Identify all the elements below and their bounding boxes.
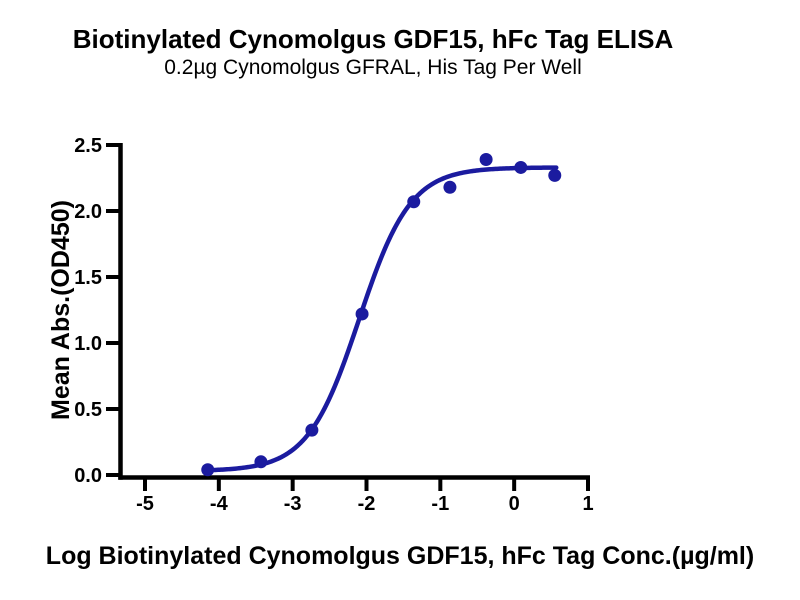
x-axis-title: Log Biotinylated Cynomolgus GDF15, hFc T…: [45, 542, 755, 570]
data-point: [479, 153, 493, 167]
y-tick-label: 1.5: [74, 267, 102, 289]
x-tick-label: -5: [136, 493, 154, 515]
chart-subtitle: 0.2µg Cynomolgus GFRAL, His Tag Per Well: [164, 56, 582, 79]
y-tick-label: 0.5: [74, 399, 102, 421]
data-point: [355, 307, 369, 321]
y-tick-label: 1.0: [74, 333, 102, 355]
data-point: [305, 423, 319, 437]
data-point: [443, 180, 457, 194]
fit-curve: [205, 165, 559, 473]
x-tick-label: -3: [284, 493, 302, 515]
data-point: [407, 195, 421, 209]
data-point: [548, 168, 562, 182]
y-tick-label: 2.0: [74, 201, 102, 223]
chart-title: Biotinylated Cynomolgus GDF15, hFc Tag E…: [72, 24, 674, 54]
data-point: [201, 463, 215, 477]
x-tick-label: 0: [509, 493, 520, 515]
data-point: [514, 160, 528, 174]
x-tick-label: -2: [358, 493, 376, 515]
data-point: [254, 455, 268, 469]
x-tick-label: -1: [431, 493, 449, 515]
x-tick-label: 1: [582, 493, 593, 515]
x-tick-label: -4: [210, 493, 229, 515]
y-tick-label: 0.0: [74, 465, 102, 487]
y-tick-label: 2.5: [74, 135, 102, 157]
